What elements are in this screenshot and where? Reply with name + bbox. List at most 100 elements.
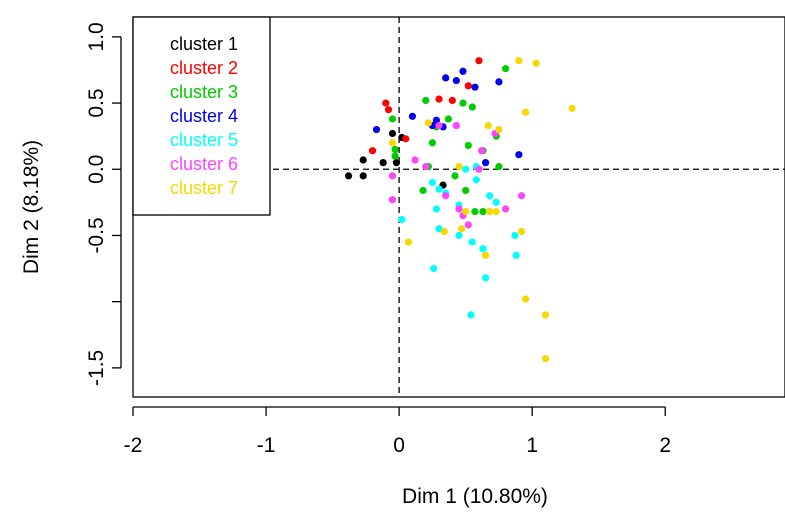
point-cluster-4	[442, 74, 450, 82]
point-cluster-3	[422, 96, 430, 105]
x-tick-label: -2	[124, 434, 143, 457]
point-cluster-1	[392, 159, 401, 167]
point-cluster-7	[486, 208, 494, 216]
point-cluster-5	[486, 192, 494, 200]
point-cluster-1	[359, 172, 367, 180]
point-cluster-2	[475, 57, 483, 65]
point-cluster-1	[359, 156, 367, 164]
point-cluster-3	[462, 186, 470, 195]
point-cluster-5	[492, 198, 500, 206]
point-cluster-3	[479, 208, 487, 216]
point-cluster-3	[464, 141, 472, 150]
point-cluster-7	[521, 295, 530, 303]
point-cluster-7	[532, 59, 540, 67]
point-cluster-3	[391, 145, 399, 154]
point-cluster-6	[422, 163, 430, 171]
data-points	[344, 57, 576, 363]
y-tick-label: 0.5	[85, 88, 108, 117]
point-cluster-3	[428, 139, 436, 147]
x-tick-label: 0	[393, 434, 405, 457]
point-cluster-7	[521, 108, 530, 116]
point-cluster-7	[458, 225, 466, 233]
point-cluster-3	[444, 115, 452, 123]
point-cluster-7	[404, 238, 413, 246]
point-cluster-4	[452, 76, 460, 85]
point-cluster-5	[430, 264, 438, 273]
legend-entry-cluster-7: cluster 7	[170, 178, 238, 198]
point-cluster-7	[388, 139, 397, 147]
point-cluster-5	[398, 215, 406, 224]
point-cluster-4	[459, 67, 467, 75]
point-cluster-7	[492, 208, 500, 216]
point-cluster-6	[452, 121, 460, 130]
point-cluster-3	[495, 163, 503, 171]
point-cluster-3	[468, 103, 476, 111]
y-tick-label: -1.5	[85, 350, 108, 386]
point-cluster-7	[440, 227, 448, 236]
point-cluster-4	[471, 83, 479, 91]
point-cluster-5	[482, 274, 490, 282]
point-cluster-6	[464, 221, 472, 229]
x-tick-label: -1	[257, 434, 276, 457]
point-cluster-6	[501, 205, 510, 213]
point-cluster-5	[462, 165, 470, 173]
point-cluster-4	[408, 112, 417, 120]
point-cluster-7	[541, 355, 550, 363]
point-cluster-2	[435, 95, 443, 103]
y-tick-label: 1.0	[85, 22, 108, 51]
point-cluster-7	[482, 251, 490, 259]
point-cluster-7	[462, 208, 470, 216]
point-cluster-4	[482, 159, 490, 167]
point-cluster-6	[442, 192, 450, 200]
point-cluster-6	[411, 156, 419, 164]
point-cluster-7	[517, 227, 526, 236]
point-cluster-1	[388, 129, 397, 138]
x-tick-label: 1	[526, 434, 538, 457]
point-cluster-7	[455, 163, 463, 171]
point-cluster-6	[517, 192, 526, 200]
point-cluster-7	[484, 121, 492, 130]
legend-box	[132, 16, 271, 216]
x-axis-label: Dim 1 (10.80%)	[402, 485, 548, 508]
point-cluster-3	[471, 208, 479, 216]
x-tick-label: 2	[659, 434, 671, 457]
point-cluster-5	[432, 205, 440, 213]
point-cluster-5	[512, 251, 520, 259]
point-cluster-1	[379, 159, 387, 167]
point-cluster-2	[384, 106, 393, 114]
legend-entry-cluster-6: cluster 6	[170, 154, 238, 174]
point-cluster-4	[495, 78, 503, 86]
point-cluster-7	[424, 119, 432, 127]
point-cluster-4	[372, 125, 381, 134]
point-cluster-7	[515, 57, 523, 65]
point-cluster-7	[568, 104, 576, 112]
point-cluster-3	[391, 152, 399, 160]
legend-entry-cluster-4: cluster 4	[170, 106, 238, 126]
point-cluster-5	[511, 231, 519, 240]
y-tick-label: -0.5	[85, 217, 108, 253]
point-cluster-5	[435, 225, 443, 233]
point-cluster-5	[455, 231, 463, 240]
point-cluster-5	[472, 176, 480, 184]
point-cluster-3	[451, 172, 459, 180]
point-cluster-4	[432, 116, 440, 124]
point-cluster-6	[435, 121, 443, 130]
point-cluster-7	[541, 311, 550, 319]
y-axis-label: Dim 2 (8.18%)	[20, 140, 43, 274]
point-cluster-3	[388, 115, 397, 123]
legend-entry-cluster-2: cluster 2	[170, 58, 238, 78]
point-cluster-6	[388, 196, 397, 204]
point-cluster-3	[419, 186, 427, 195]
point-cluster-2	[382, 99, 390, 107]
x-axis: -2 -1 0 1 2	[124, 406, 671, 457]
point-cluster-2	[448, 96, 456, 105]
point-cluster-5	[435, 185, 443, 193]
point-cluster-5	[468, 238, 476, 246]
point-cluster-2	[402, 135, 410, 143]
y-tick-label: 0.0	[85, 155, 108, 184]
point-cluster-6	[478, 147, 486, 155]
legend: cluster 1 cluster 2 cluster 3 cluster 4 clus…	[132, 16, 271, 216]
point-cluster-5	[428, 178, 436, 187]
